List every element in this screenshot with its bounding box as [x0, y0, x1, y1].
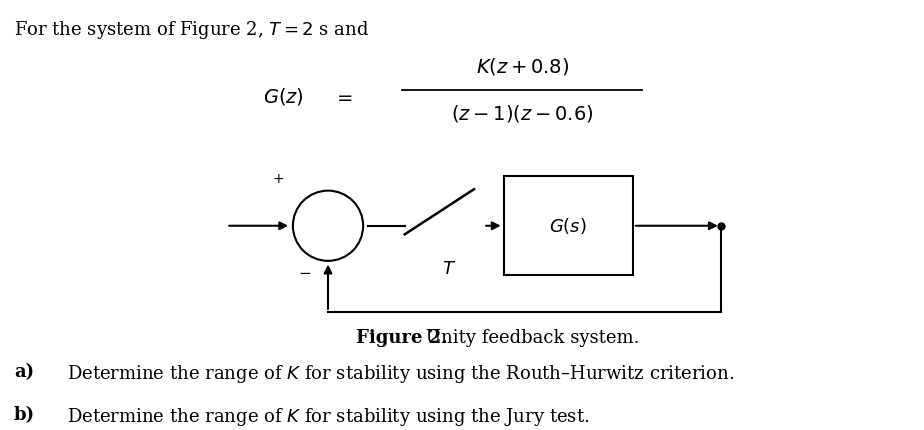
Text: a): a)	[14, 363, 34, 381]
Text: $+$: $+$	[272, 172, 284, 186]
Text: Determine the range of $K$ for stability using the Routh–Hurwitz criterion.: Determine the range of $K$ for stability…	[67, 363, 734, 385]
Text: Determine the range of $K$ for stability using the Jury test.: Determine the range of $K$ for stability…	[67, 406, 589, 428]
Text: b): b)	[14, 406, 35, 424]
Text: $K(z + 0.8)$: $K(z + 0.8)$	[476, 56, 568, 77]
Text: Unity feedback system.: Unity feedback system.	[420, 329, 640, 347]
Text: $T$: $T$	[442, 260, 456, 278]
Text: $(z - 1)(z - 0.6)$: $(z - 1)(z - 0.6)$	[451, 104, 593, 124]
Text: For the system of Figure 2, $T = 2$ s and: For the system of Figure 2, $T = 2$ s an…	[14, 19, 369, 41]
Text: $=$: $=$	[333, 88, 353, 106]
Text: $-$: $-$	[298, 265, 310, 279]
Text: $G(z)$: $G(z)$	[263, 86, 304, 107]
FancyBboxPatch shape	[504, 176, 633, 275]
Text: $G(s)$: $G(s)$	[550, 216, 587, 236]
Text: Figure 2.: Figure 2.	[356, 329, 447, 347]
